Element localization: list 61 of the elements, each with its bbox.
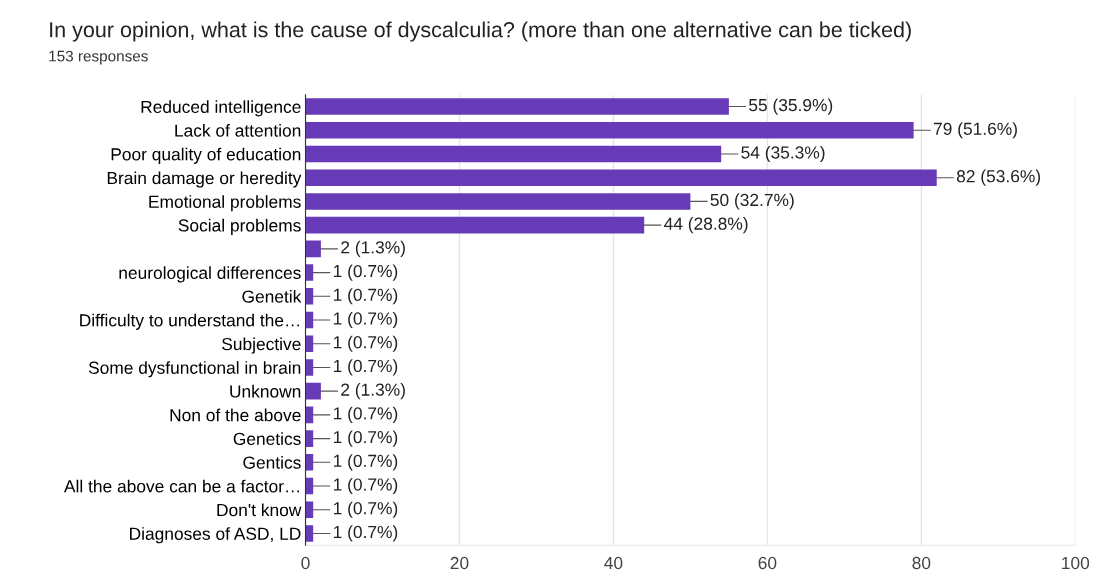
- y-tick-label: Don't know: [217, 503, 302, 517]
- y-tick-label: Brain damage or heredity: [107, 171, 302, 188]
- x-tick-label: 100: [1062, 556, 1090, 570]
- bar: [305, 121, 914, 139]
- bar: [305, 193, 691, 210]
- bar: [305, 216, 645, 234]
- data-label: 79 (51.6%): [933, 122, 1017, 139]
- y-tick-label: Genetics: [233, 432, 301, 446]
- y-tick-label: Diagnoses of ASD, LD: [130, 527, 301, 544]
- bar: [305, 335, 314, 353]
- data-label: 54 (35.3%): [741, 145, 825, 163]
- bar: [305, 264, 314, 281]
- data-label: 1 (0.7%): [333, 335, 398, 352]
- y-tick-label: Subjective: [222, 337, 301, 354]
- bar: [305, 169, 937, 187]
- x-tick-label: 60: [758, 556, 777, 570]
- y-tick-label: Some dysfunctional in brain: [88, 361, 301, 378]
- y-tick-label: Poor quality of education: [111, 147, 301, 164]
- data-label: 50 (32.7%): [710, 193, 794, 210]
- data-label: 1 (0.7%): [333, 288, 398, 305]
- y-tick-label: neurological differences: [119, 266, 301, 283]
- bar: [305, 240, 321, 258]
- x-tick-label: 40: [604, 556, 623, 570]
- bar: [305, 501, 314, 519]
- data-label: 1 (0.7%): [333, 264, 398, 281]
- data-label: 1 (0.7%): [333, 477, 398, 495]
- data-label: 1 (0.7%): [333, 311, 398, 329]
- y-tick-label: Unknown: [230, 384, 301, 398]
- y-tick-label: Social problems: [178, 218, 301, 236]
- chart-title: In your opinion, what is the cause of dyscalculia? (more than one alternative can be ticked): [50, 21, 911, 42]
- bar: [305, 359, 314, 376]
- bar: [305, 287, 314, 305]
- data-label: 1 (0.7%): [333, 430, 398, 447]
- y-tick-label: Gentics: [243, 456, 301, 469]
- y-tick-label: Lack of attention: [175, 123, 301, 137]
- data-label: 2 (1.3%): [341, 383, 405, 400]
- data-label: 1 (0.7%): [333, 501, 398, 518]
- data-label: 55 (35.9%): [749, 98, 833, 115]
- x-tick-label: 80: [912, 556, 931, 570]
- y-tick-label: All the above can be a factor…: [63, 479, 299, 493]
- bar: [305, 430, 314, 447]
- data-label: 1 (0.7%): [333, 454, 398, 471]
- data-label: 2 (1.3%): [341, 240, 405, 257]
- y-tick-label: Difficulty to understand the…: [80, 313, 299, 330]
- bar: [305, 98, 729, 115]
- x-tick-label: 0: [301, 556, 310, 570]
- y-tick-label: Emotional problems: [149, 195, 301, 212]
- data-label: 1 (0.7%): [333, 525, 398, 542]
- y-tick-label: Reduced intelligence: [141, 100, 301, 117]
- y-tick-label: Non of the above: [170, 408, 301, 422]
- data-label: 1 (0.7%): [333, 359, 398, 376]
- bar: [305, 525, 314, 542]
- bar: [305, 145, 722, 163]
- x-tick-label: 20: [450, 556, 469, 570]
- y-tick-label: Genetik: [242, 290, 302, 303]
- data-label: 44 (28.8%): [664, 217, 748, 234]
- bar: [305, 382, 321, 400]
- data-label: 1 (0.7%): [333, 406, 398, 423]
- bar: [305, 454, 314, 471]
- data-label: 82 (53.6%): [956, 169, 1041, 186]
- text: 153 responses: [49, 50, 148, 65]
